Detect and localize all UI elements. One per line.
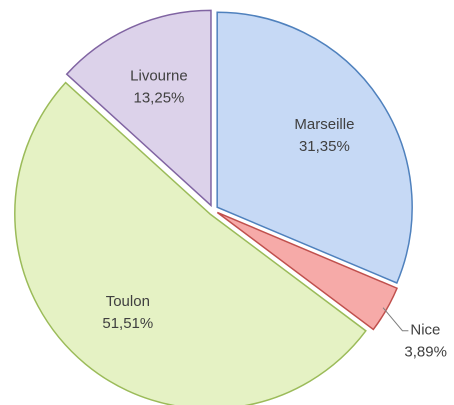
pie-slice bbox=[65, 9, 212, 208]
data-label-name: Toulon bbox=[106, 293, 150, 310]
pie-slice bbox=[14, 81, 367, 405]
data-label-value: 3,89% bbox=[404, 344, 447, 361]
leader-line bbox=[382, 307, 409, 332]
pie-slice bbox=[216, 11, 413, 284]
data-label-value: 13,25% bbox=[134, 90, 185, 107]
data-label-name: Nice bbox=[410, 322, 440, 339]
pie-slice bbox=[216, 211, 399, 331]
data-label-name: Marseille bbox=[294, 116, 354, 133]
data-label-name: Livourne bbox=[130, 68, 188, 85]
data-label-value: 31,35% bbox=[299, 138, 350, 155]
data-label-value: 51,51% bbox=[102, 315, 153, 332]
